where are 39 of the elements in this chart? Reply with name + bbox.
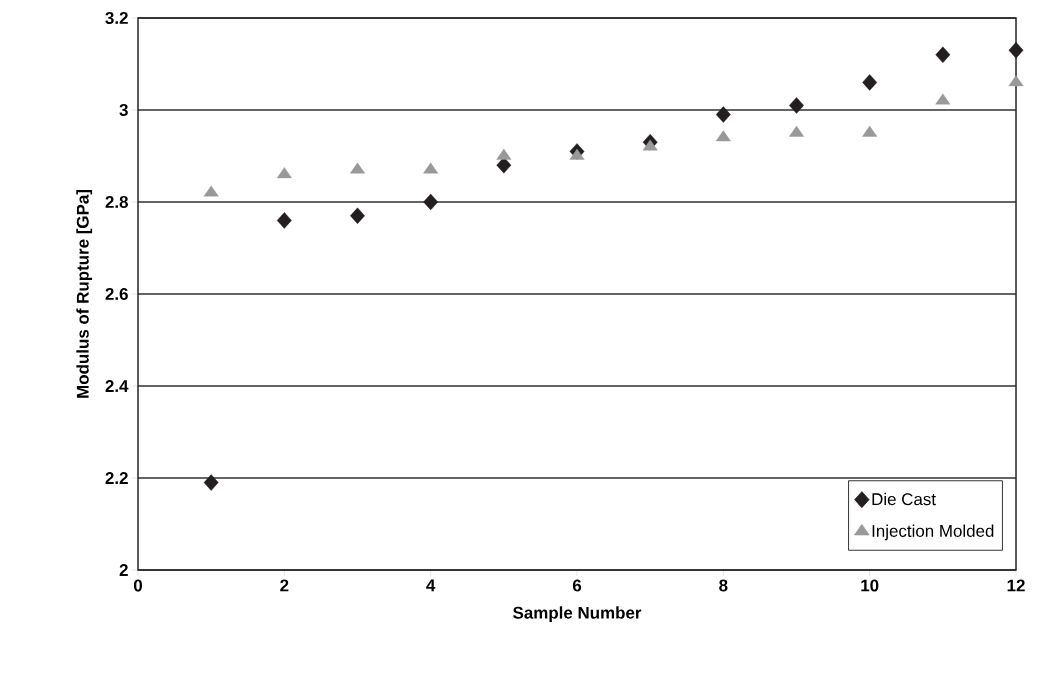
x-tick-label: 2 xyxy=(280,579,289,592)
legend-label: Injection Molded xyxy=(872,524,994,541)
y-axis-title: Modulus of Rupture [GPa] xyxy=(76,190,93,398)
x-tick-label: 6 xyxy=(572,579,582,592)
point xyxy=(715,106,731,123)
point xyxy=(423,162,439,174)
y-tick-label: 2.4 xyxy=(105,380,129,392)
legend-label: Die Cast xyxy=(872,492,936,506)
point xyxy=(935,46,951,63)
point xyxy=(350,162,365,174)
point xyxy=(715,130,731,142)
point xyxy=(862,74,878,91)
point xyxy=(789,97,804,114)
y-tick-label: 2.2 xyxy=(105,472,128,484)
point xyxy=(862,125,878,137)
x-tick-label: 10 xyxy=(861,579,879,592)
x-axis-title: Sample Number xyxy=(513,606,642,623)
point xyxy=(203,474,219,491)
point xyxy=(276,212,292,229)
point xyxy=(423,193,439,211)
y-tick-label: 2.8 xyxy=(105,195,128,208)
point xyxy=(1008,41,1024,59)
point xyxy=(350,207,365,224)
x-tick-label: 4 xyxy=(426,579,436,592)
point xyxy=(496,148,512,160)
point xyxy=(642,139,658,151)
x-tick-label: 0 xyxy=(133,579,143,592)
y-tick-label: 2.6 xyxy=(105,287,128,300)
y-tick-label: 3 xyxy=(119,103,128,116)
point xyxy=(203,185,219,197)
y-tick-label: 2 xyxy=(119,564,128,576)
point xyxy=(569,148,585,160)
point xyxy=(935,93,951,105)
x-tick-label: 12 xyxy=(1007,579,1025,592)
point xyxy=(1008,75,1024,87)
x-tick-label: 8 xyxy=(719,579,728,592)
point xyxy=(276,167,292,179)
point xyxy=(789,125,804,137)
y-tick-label: 3.2 xyxy=(105,11,128,24)
